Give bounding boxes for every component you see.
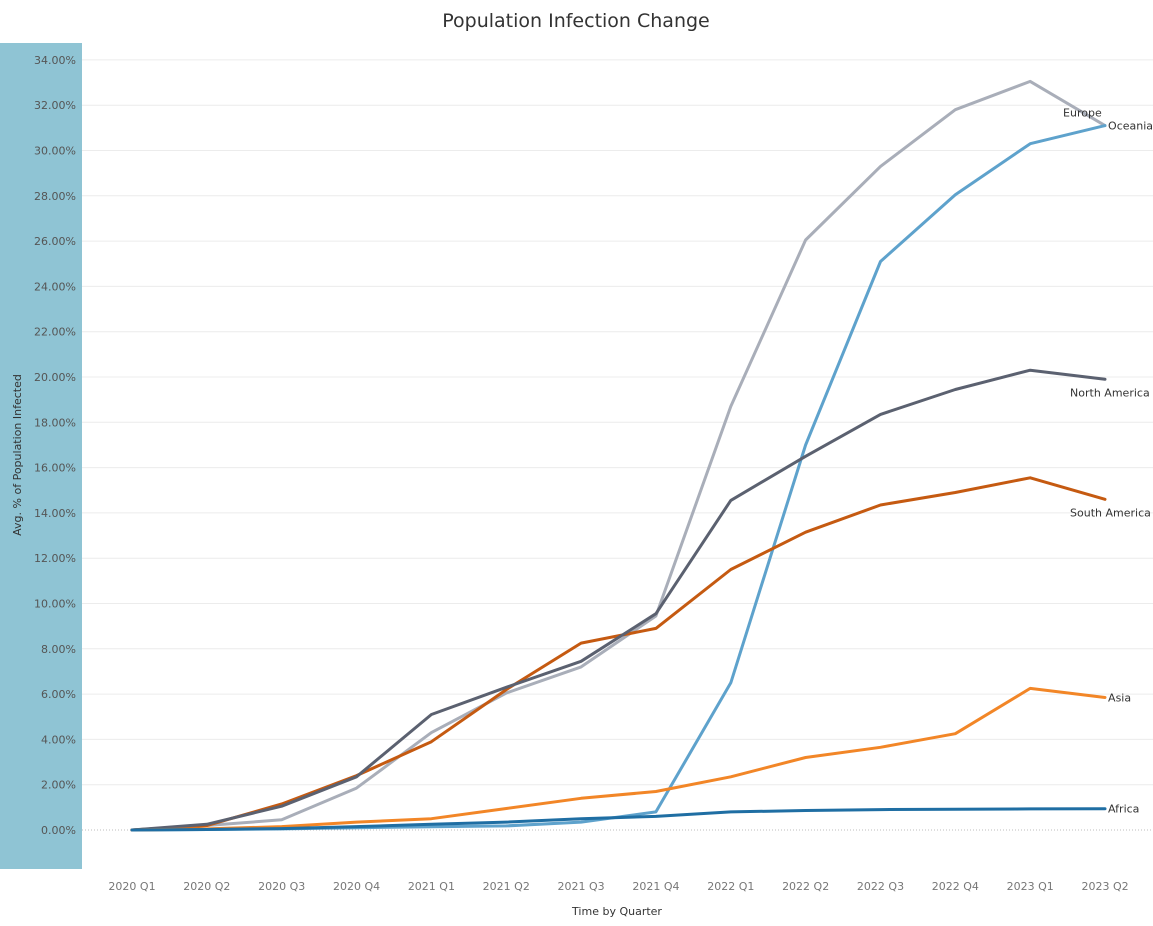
series-lines bbox=[130, 79, 1107, 832]
y-tick-label: 32.00% bbox=[34, 99, 76, 112]
series-line-europe bbox=[130, 79, 1107, 832]
x-tick-label: 2023 Q2 bbox=[1081, 880, 1128, 893]
series-line-asia bbox=[130, 686, 1107, 832]
x-axis-ticks: 2020 Q1 2020 Q2 2020 Q3 2020 Q4 2021 Q1 2021 … bbox=[108, 880, 1128, 893]
chart-title: Population Infection Change bbox=[442, 10, 710, 32]
y-tick-label: 16.00% bbox=[34, 462, 76, 475]
y-tick-label: 30.00% bbox=[34, 145, 76, 158]
gridlines bbox=[82, 59, 1153, 831]
series-label-north-america: North America bbox=[1070, 386, 1150, 399]
y-tick-label: 28.00% bbox=[34, 190, 76, 203]
y-tick-label: 8.00% bbox=[41, 643, 76, 656]
x-tick-label: 2021 Q3 bbox=[558, 880, 605, 893]
y-tick-label: 24.00% bbox=[34, 280, 76, 293]
y-axis-title: Avg. % of Population Infected bbox=[11, 374, 24, 536]
x-tick-label: 2020 Q1 bbox=[108, 880, 155, 893]
series-label-asia: Asia bbox=[1108, 691, 1131, 704]
y-tick-label: 26.00% bbox=[34, 235, 76, 248]
x-tick-label: 2022 Q4 bbox=[932, 880, 979, 893]
y-axis-band bbox=[0, 43, 82, 869]
y-tick-label: 6.00% bbox=[41, 688, 76, 701]
x-tick-label: 2022 Q2 bbox=[782, 880, 829, 893]
series-labels: Europe Oceania North America South America A… bbox=[1063, 107, 1153, 816]
y-tick-label: 12.00% bbox=[34, 552, 76, 565]
y-tick-label: 0.00% bbox=[41, 824, 76, 837]
x-tick-label: 2023 Q1 bbox=[1007, 880, 1054, 893]
series-line-south-america bbox=[130, 476, 1107, 832]
series-label-south-america: South America bbox=[1070, 506, 1151, 519]
y-tick-label: 2.00% bbox=[41, 779, 76, 792]
y-tick-label: 18.00% bbox=[34, 416, 76, 429]
x-tick-label: 2020 Q3 bbox=[258, 880, 305, 893]
x-tick-label: 2020 Q4 bbox=[333, 880, 380, 893]
x-tick-label: 2021 Q2 bbox=[483, 880, 530, 893]
series-label-europe: Europe bbox=[1063, 107, 1102, 120]
y-tick-label: 4.00% bbox=[41, 733, 76, 746]
x-tick-label: 2021 Q1 bbox=[408, 880, 455, 893]
x-tick-label: 2020 Q2 bbox=[183, 880, 230, 893]
series-label-oceania: Oceania bbox=[1108, 120, 1153, 133]
y-tick-label: 14.00% bbox=[34, 507, 76, 520]
x-axis-title: Time by Quarter bbox=[571, 905, 662, 918]
y-axis-ticks: 0.00% 2.00% 4.00% 6.00% 8.00% 10.00% 12.00% 14.… bbox=[34, 54, 76, 837]
x-tick-label: 2021 Q4 bbox=[632, 880, 679, 893]
x-tick-label: 2022 Q1 bbox=[707, 880, 754, 893]
series-line-oceania bbox=[130, 124, 1107, 832]
series-label-africa: Africa bbox=[1108, 803, 1139, 816]
y-tick-label: 20.00% bbox=[34, 371, 76, 384]
series-line-north-america bbox=[130, 368, 1107, 832]
y-tick-label: 34.00% bbox=[34, 54, 76, 67]
y-tick-label: 22.00% bbox=[34, 326, 76, 339]
x-tick-label: 2022 Q3 bbox=[857, 880, 904, 893]
series-line-africa bbox=[130, 807, 1107, 832]
y-tick-label: 10.00% bbox=[34, 598, 76, 611]
